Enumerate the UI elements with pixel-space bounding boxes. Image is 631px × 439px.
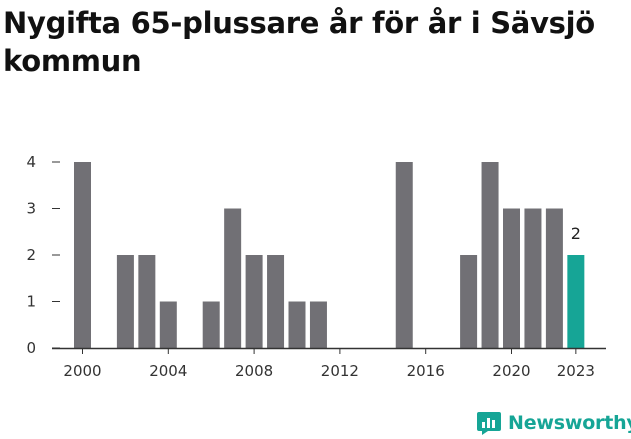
brand-name: Newsworthy [508,412,631,434]
bar-2006 [202,301,220,348]
bar-2009 [267,255,285,348]
y-tick-label: 0 [26,339,36,357]
x-tick-label: 2004 [149,362,187,380]
bar-2000 [74,162,91,348]
x-axis: 2000 2004 2008 2012 2016 2020 2023 [52,347,606,380]
bar-2019 [481,162,499,348]
bar-2020 [503,208,520,348]
bar-2010 [288,301,306,348]
x-tick-label: 2020 [492,362,530,380]
bar-2002 [116,255,134,348]
x-tick-label: 2008 [235,362,273,380]
bars-group [74,162,585,348]
bar-2021 [524,208,542,348]
y-tick-label: 2 [26,246,36,264]
x-tick-label: 2023 [557,362,595,380]
y-tick-label: 4 [26,153,36,171]
bar-2022 [545,208,563,348]
x-tick-label: 2000 [63,362,101,380]
y-axis: 0 1 2 3 4 [26,153,60,357]
bar-2008 [245,255,263,348]
y-tick-label: 3 [26,200,36,218]
data-label-2023: 2 [571,224,581,243]
bar-2004 [159,301,177,348]
page-title: Nygifta 65-plussare år för år i Sävsjö k… [3,6,595,78]
bar-2023 [567,255,585,348]
bar-2003 [138,255,156,348]
y-tick-label: 1 [26,293,36,311]
bar-2007 [224,208,242,348]
bar-2015 [395,162,413,348]
bar-2018 [460,255,478,348]
x-tick-label: 2016 [407,362,445,380]
newsworthy-logo-icon [477,412,501,435]
bar-2011 [309,301,327,348]
data-labels: 2 [571,224,581,243]
brand-logo[interactable]: Newsworthy [476,408,631,438]
x-tick-label: 2012 [321,362,359,380]
